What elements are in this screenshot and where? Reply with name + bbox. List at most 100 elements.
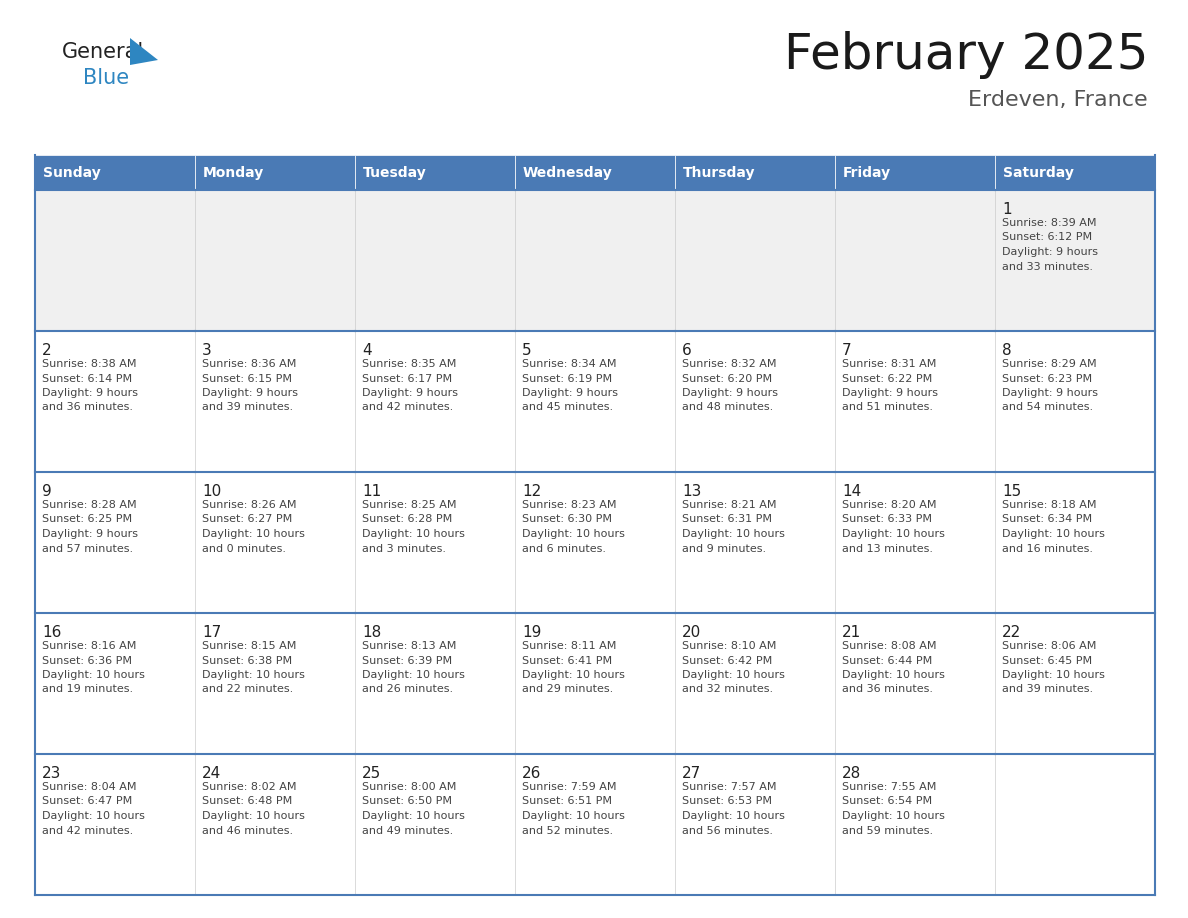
Bar bbox=[355, 754, 516, 895]
Text: and 56 minutes.: and 56 minutes. bbox=[682, 825, 773, 835]
Text: Sunrise: 7:55 AM: Sunrise: 7:55 AM bbox=[842, 782, 936, 792]
Text: Sunrise: 8:08 AM: Sunrise: 8:08 AM bbox=[842, 641, 936, 651]
Text: Tuesday: Tuesday bbox=[364, 165, 426, 180]
Text: 10: 10 bbox=[202, 484, 221, 499]
Text: 5: 5 bbox=[522, 343, 531, 358]
Text: Daylight: 10 hours: Daylight: 10 hours bbox=[202, 529, 305, 539]
Text: Blue: Blue bbox=[83, 68, 129, 88]
Bar bbox=[34, 472, 195, 613]
Text: and 19 minutes.: and 19 minutes. bbox=[42, 685, 133, 695]
Text: Sunset: 6:22 PM: Sunset: 6:22 PM bbox=[842, 374, 933, 384]
Text: Sunrise: 8:35 AM: Sunrise: 8:35 AM bbox=[362, 359, 456, 369]
Bar bbox=[516, 155, 675, 190]
Text: and 52 minutes.: and 52 minutes. bbox=[522, 825, 613, 835]
Text: 15: 15 bbox=[1001, 484, 1022, 499]
Text: Sunrise: 8:11 AM: Sunrise: 8:11 AM bbox=[522, 641, 617, 651]
Text: Sunset: 6:36 PM: Sunset: 6:36 PM bbox=[42, 655, 132, 666]
Text: Wednesday: Wednesday bbox=[523, 165, 613, 180]
Text: Daylight: 10 hours: Daylight: 10 hours bbox=[522, 529, 625, 539]
Text: and 9 minutes.: and 9 minutes. bbox=[682, 543, 766, 554]
Bar bbox=[835, 155, 996, 190]
Text: Sunset: 6:25 PM: Sunset: 6:25 PM bbox=[42, 514, 132, 524]
Text: and 42 minutes.: and 42 minutes. bbox=[42, 825, 133, 835]
Text: Sunrise: 8:04 AM: Sunrise: 8:04 AM bbox=[42, 782, 137, 792]
Text: Sunrise: 7:57 AM: Sunrise: 7:57 AM bbox=[682, 782, 777, 792]
Text: and 54 minutes.: and 54 minutes. bbox=[1001, 402, 1093, 412]
Bar bbox=[34, 754, 195, 895]
Text: 18: 18 bbox=[362, 625, 381, 640]
Text: 3: 3 bbox=[202, 343, 211, 358]
Bar bbox=[675, 472, 835, 613]
Text: 14: 14 bbox=[842, 484, 861, 499]
Text: Sunset: 6:34 PM: Sunset: 6:34 PM bbox=[1001, 514, 1092, 524]
Text: 25: 25 bbox=[362, 766, 381, 781]
Text: Sunset: 6:12 PM: Sunset: 6:12 PM bbox=[1001, 232, 1092, 242]
Text: Daylight: 10 hours: Daylight: 10 hours bbox=[522, 811, 625, 821]
Text: Daylight: 9 hours: Daylight: 9 hours bbox=[1001, 247, 1098, 257]
Text: Erdeven, France: Erdeven, France bbox=[968, 90, 1148, 110]
Text: 4: 4 bbox=[362, 343, 372, 358]
Text: 7: 7 bbox=[842, 343, 852, 358]
Text: Sunset: 6:38 PM: Sunset: 6:38 PM bbox=[202, 655, 292, 666]
Text: Sunrise: 8:10 AM: Sunrise: 8:10 AM bbox=[682, 641, 777, 651]
Bar bbox=[835, 331, 996, 472]
Text: 1: 1 bbox=[1001, 202, 1012, 217]
Text: Sunset: 6:28 PM: Sunset: 6:28 PM bbox=[362, 514, 453, 524]
Bar bbox=[996, 155, 1155, 190]
Text: Sunset: 6:14 PM: Sunset: 6:14 PM bbox=[42, 374, 132, 384]
Text: 12: 12 bbox=[522, 484, 542, 499]
Text: Sunset: 6:31 PM: Sunset: 6:31 PM bbox=[682, 514, 772, 524]
Text: Friday: Friday bbox=[843, 165, 891, 180]
Text: Daylight: 10 hours: Daylight: 10 hours bbox=[682, 811, 785, 821]
Bar bbox=[516, 331, 675, 472]
Text: Sunset: 6:30 PM: Sunset: 6:30 PM bbox=[522, 514, 612, 524]
Text: and 29 minutes.: and 29 minutes. bbox=[522, 685, 613, 695]
Bar bbox=[835, 472, 996, 613]
Text: Daylight: 10 hours: Daylight: 10 hours bbox=[1001, 529, 1105, 539]
Text: Daylight: 9 hours: Daylight: 9 hours bbox=[42, 388, 138, 398]
Text: Saturday: Saturday bbox=[1003, 165, 1074, 180]
Bar bbox=[34, 155, 195, 190]
Bar bbox=[675, 754, 835, 895]
Bar bbox=[675, 155, 835, 190]
Text: 23: 23 bbox=[42, 766, 62, 781]
Text: and 48 minutes.: and 48 minutes. bbox=[682, 402, 773, 412]
Text: Sunrise: 8:38 AM: Sunrise: 8:38 AM bbox=[42, 359, 137, 369]
Text: Daylight: 9 hours: Daylight: 9 hours bbox=[42, 529, 138, 539]
Text: Daylight: 10 hours: Daylight: 10 hours bbox=[362, 670, 465, 680]
Text: 24: 24 bbox=[202, 766, 221, 781]
Bar bbox=[516, 613, 675, 754]
Bar bbox=[516, 190, 675, 331]
Text: and 59 minutes.: and 59 minutes. bbox=[842, 825, 933, 835]
Bar bbox=[355, 472, 516, 613]
Text: Daylight: 10 hours: Daylight: 10 hours bbox=[842, 529, 944, 539]
Text: Sunset: 6:20 PM: Sunset: 6:20 PM bbox=[682, 374, 772, 384]
Text: Sunset: 6:41 PM: Sunset: 6:41 PM bbox=[522, 655, 612, 666]
Bar bbox=[835, 754, 996, 895]
Text: 6: 6 bbox=[682, 343, 691, 358]
Bar bbox=[996, 472, 1155, 613]
Text: 9: 9 bbox=[42, 484, 52, 499]
Text: Sunset: 6:50 PM: Sunset: 6:50 PM bbox=[362, 797, 451, 807]
Text: 21: 21 bbox=[842, 625, 861, 640]
Bar bbox=[996, 754, 1155, 895]
Text: Sunrise: 7:59 AM: Sunrise: 7:59 AM bbox=[522, 782, 617, 792]
Text: Sunrise: 8:21 AM: Sunrise: 8:21 AM bbox=[682, 500, 777, 510]
Bar bbox=[195, 331, 355, 472]
Text: Sunset: 6:19 PM: Sunset: 6:19 PM bbox=[522, 374, 612, 384]
Text: 20: 20 bbox=[682, 625, 701, 640]
Text: Daylight: 10 hours: Daylight: 10 hours bbox=[682, 670, 785, 680]
Polygon shape bbox=[129, 38, 158, 65]
Text: 17: 17 bbox=[202, 625, 221, 640]
Text: Sunset: 6:23 PM: Sunset: 6:23 PM bbox=[1001, 374, 1092, 384]
Text: Daylight: 9 hours: Daylight: 9 hours bbox=[362, 388, 459, 398]
Text: Sunset: 6:33 PM: Sunset: 6:33 PM bbox=[842, 514, 933, 524]
Text: Sunset: 6:47 PM: Sunset: 6:47 PM bbox=[42, 797, 132, 807]
Text: 2: 2 bbox=[42, 343, 51, 358]
Text: Sunrise: 8:34 AM: Sunrise: 8:34 AM bbox=[522, 359, 617, 369]
Text: Daylight: 10 hours: Daylight: 10 hours bbox=[362, 529, 465, 539]
Text: and 0 minutes.: and 0 minutes. bbox=[202, 543, 286, 554]
Bar bbox=[675, 613, 835, 754]
Bar bbox=[675, 190, 835, 331]
Text: Daylight: 10 hours: Daylight: 10 hours bbox=[842, 670, 944, 680]
